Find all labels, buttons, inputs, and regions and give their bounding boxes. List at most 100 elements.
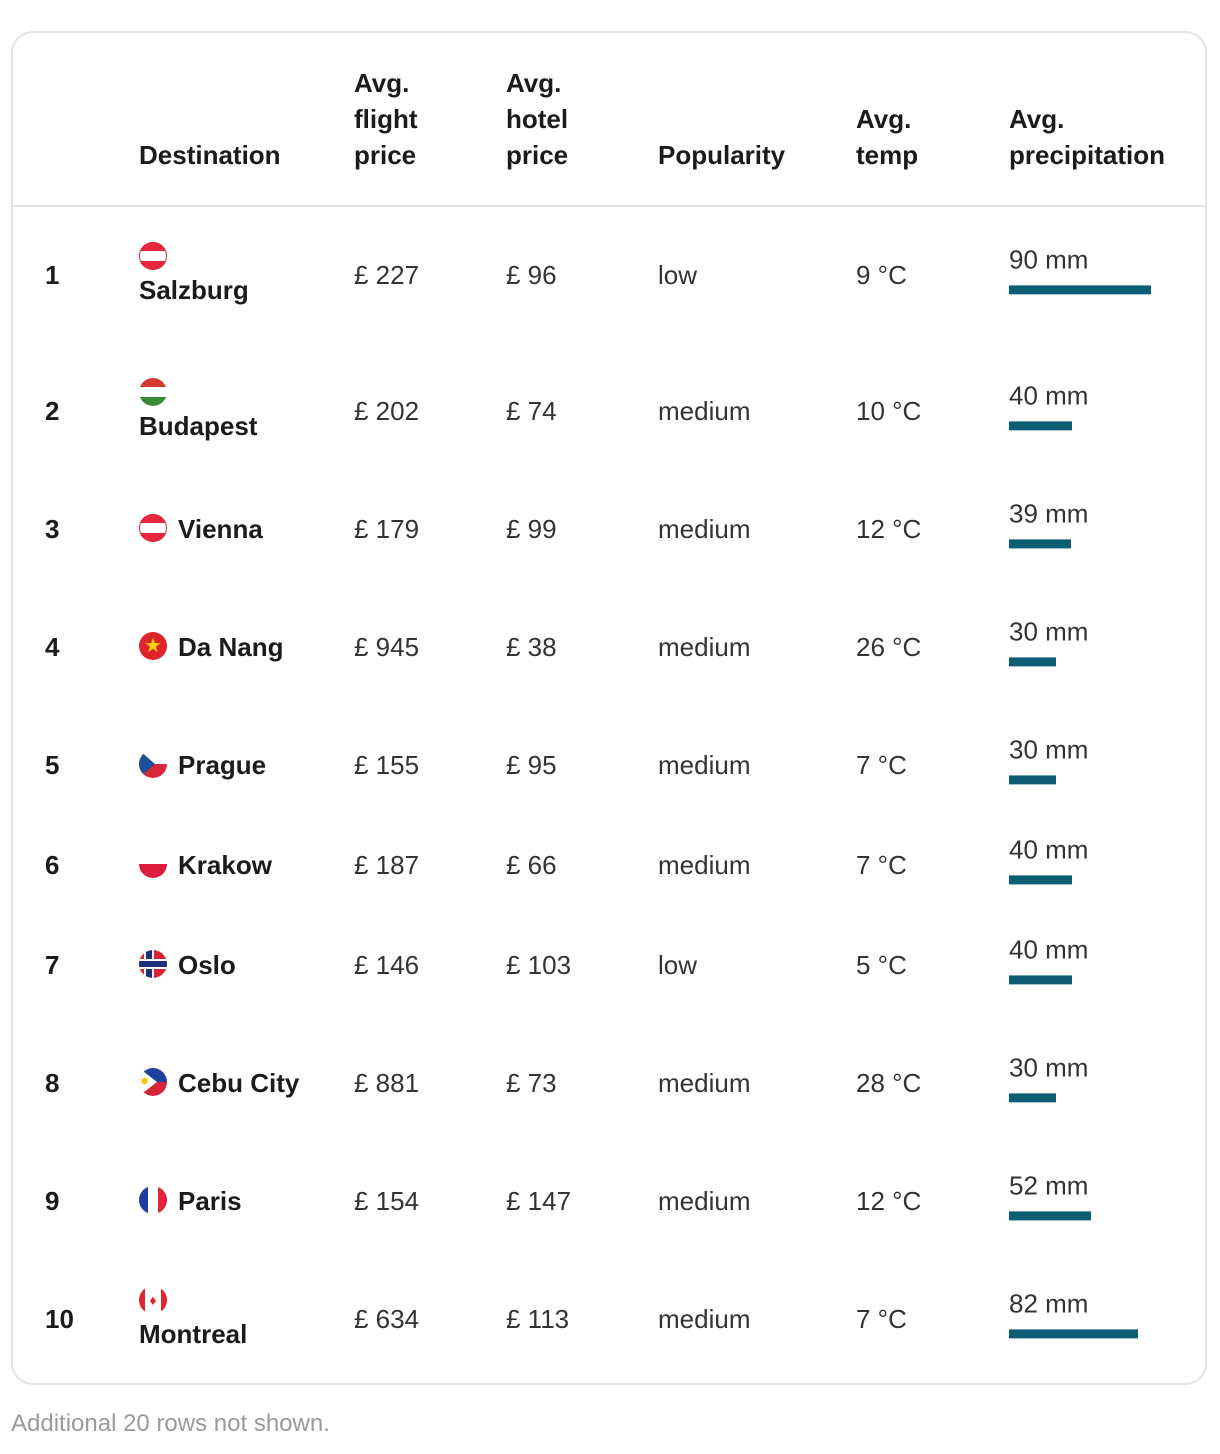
table-row[interactable]: 7 Oslo £ 146 £ 103 low 5 °C 40 mm	[13, 915, 1205, 1015]
destination-name: Krakow	[178, 850, 272, 880]
precipitation-cell: 40 mm	[1009, 833, 1089, 885]
header-flight-price[interactable]: Avg. flight price	[354, 68, 418, 170]
norway-flag-icon	[139, 950, 167, 978]
precipitation-bar	[1009, 1329, 1138, 1339]
hungary-flag-icon	[139, 378, 167, 406]
precipitation-cell: 82 mm	[1009, 1287, 1138, 1339]
destinations-table: Destination Avg. flight price Avg. hotel…	[11, 31, 1207, 1385]
header-hotel-price[interactable]: Avg. hotel price	[506, 68, 569, 170]
avg-temp: 9 °C	[856, 260, 907, 290]
precipitation-bar	[1009, 1093, 1056, 1103]
avg-temp: 7 °C	[856, 750, 907, 780]
table-row[interactable]: 1 Salzburg £ 227 £ 96 low 9 °C 90 mm	[13, 207, 1205, 343]
flight-price: £ 634	[354, 1304, 420, 1334]
avg-temp: 10 °C	[856, 396, 922, 426]
rank-number: 10	[45, 1304, 74, 1334]
avg-temp: 5 °C	[856, 950, 907, 980]
precipitation-cell: 39 mm	[1009, 497, 1089, 549]
avg-temp: 26 °C	[856, 632, 922, 662]
precipitation-bar	[1009, 539, 1071, 549]
hotel-price: £ 113	[506, 1304, 570, 1334]
destination-cell[interactable]: Oslo	[139, 947, 319, 983]
popularity: medium	[658, 1068, 751, 1098]
flight-price: £ 227	[354, 260, 420, 290]
avg-temp: 7 °C	[856, 1304, 907, 1334]
table-row[interactable]: 5 Prague £ 155 £ 95 medium 7 °C 30 mm	[13, 715, 1205, 815]
destination-name: Cebu City	[178, 1068, 300, 1098]
table-row[interactable]: 6 Krakow £ 187 £ 66 medium 7 °C 40 mm	[13, 815, 1205, 915]
destination-name: Prague	[178, 750, 267, 780]
destination-name: Montreal	[139, 1319, 248, 1349]
header-destination[interactable]: Destination	[139, 140, 281, 170]
austria-flag-icon	[139, 242, 167, 270]
austria-flag-icon	[139, 514, 167, 542]
table-row[interactable]: 2 Budapest £ 202 £ 74 medium 10 °C 40 mm	[13, 343, 1205, 479]
popularity: medium	[658, 1186, 751, 1216]
header-popularity[interactable]: Popularity	[658, 140, 786, 170]
destination-cell[interactable]: Montreal	[139, 1286, 319, 1352]
rank-number: 3	[45, 514, 60, 544]
destination-cell[interactable]: Paris	[139, 1183, 319, 1219]
flight-price: £ 179	[354, 514, 420, 544]
hotel-price: £ 74	[506, 396, 557, 426]
destination-cell[interactable]: Prague	[139, 747, 319, 783]
hotel-price: £ 103	[506, 950, 572, 980]
popularity: medium	[658, 632, 751, 662]
rank-number: 1	[45, 260, 60, 290]
footnote: Additional 20 rows not shown.	[11, 1410, 330, 1437]
flight-price: £ 881	[354, 1068, 420, 1098]
table-row[interactable]: 3 Vienna £ 179 £ 99 medium 12 °C 39 mm	[13, 479, 1205, 579]
precipitation-cell: 90 mm	[1009, 243, 1151, 295]
rank-number: 9	[45, 1186, 60, 1216]
canada-flag-icon	[139, 1286, 167, 1314]
hotel-price: £ 99	[506, 514, 557, 544]
hotel-price: £ 73	[506, 1068, 557, 1098]
precipitation-value: 52 mm	[1009, 1170, 1089, 1201]
precipitation-bar	[1009, 1211, 1091, 1221]
header-temp[interactable]: Avg. temp	[856, 104, 919, 170]
popularity: medium	[658, 1304, 751, 1334]
table-row[interactable]: 8 Cebu City £ 881 £ 73 medium 28 °C 30 mm	[13, 1015, 1205, 1151]
destination-cell[interactable]: Cebu City	[139, 1065, 319, 1101]
destination-cell[interactable]: Salzburg	[139, 242, 319, 308]
precipitation-cell: 40 mm	[1009, 379, 1088, 431]
destination-cell[interactable]: Vienna	[139, 511, 319, 547]
destination-cell[interactable]: Krakow	[139, 847, 319, 883]
czechia-flag-icon	[139, 750, 167, 778]
precipitation-bar	[1009, 875, 1072, 885]
popularity: medium	[658, 850, 751, 880]
popularity: medium	[658, 750, 751, 780]
avg-temp: 28 °C	[856, 1068, 922, 1098]
destination-cell[interactable]: Da Nang	[139, 629, 319, 665]
flight-price: £ 154	[354, 1186, 420, 1216]
avg-temp: 12 °C	[856, 1186, 922, 1216]
rank-number: 6	[45, 850, 60, 880]
rank-number: 4	[45, 632, 60, 662]
precipitation-bar	[1009, 657, 1056, 667]
precipitation-cell: 30 mm	[1009, 1051, 1089, 1103]
flight-price: £ 187	[354, 850, 420, 880]
header-precipitation[interactable]: Avg. precipitation	[1009, 104, 1166, 170]
precipitation-value: 30 mm	[1009, 1052, 1089, 1083]
table-row[interactable]: 10 Montreal £ 634 £ 113 medium 7 °C 82 mm	[13, 1251, 1205, 1383]
popularity: medium	[658, 514, 751, 544]
precipitation-bar	[1009, 975, 1072, 985]
precipitation-value: 39 mm	[1009, 498, 1089, 529]
rank-number: 2	[45, 396, 60, 426]
hotel-price: £ 66	[506, 850, 557, 880]
destination-cell[interactable]: Budapest	[139, 378, 319, 444]
destination-name: Oslo	[178, 950, 236, 980]
hotel-price: £ 96	[506, 260, 557, 290]
precipitation-value: 30 mm	[1009, 734, 1089, 765]
destination-name: Budapest	[139, 411, 258, 441]
precipitation-bar	[1009, 775, 1056, 785]
table-row[interactable]: 9 Paris £ 154 £ 147 medium 12 °C 52 mm	[13, 1151, 1205, 1251]
precipitation-value: 40 mm	[1009, 834, 1089, 865]
precipitation-value: 30 mm	[1009, 616, 1089, 647]
table-row[interactable]: 4 Da Nang £ 945 £ 38 medium 26 °C 30 mm	[13, 579, 1205, 715]
popularity: low	[658, 950, 698, 980]
vietnam-flag-icon	[139, 632, 167, 660]
flight-price: £ 945	[354, 632, 420, 662]
avg-temp: 7 °C	[856, 850, 907, 880]
destination-name: Paris	[178, 1186, 242, 1216]
